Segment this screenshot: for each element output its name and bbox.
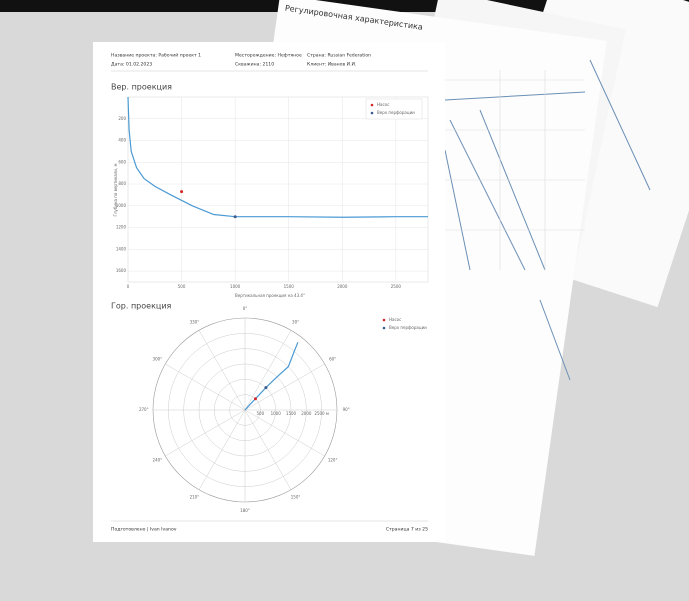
angle-label: 120° [328, 458, 338, 463]
legend-label: Насос [389, 317, 401, 322]
polar-spoke [165, 409, 246, 457]
legend-marker [370, 103, 374, 107]
chart-title: Гор. проекция [111, 302, 172, 311]
y-tick-label: 1000 [116, 203, 127, 208]
r-tick-label: 2000 [301, 411, 312, 416]
x-tick-label: 500 [178, 284, 186, 289]
angle-label: 180° [240, 508, 250, 513]
angle-label: 150° [291, 495, 301, 500]
legend-label: Верх перфорации [377, 110, 415, 115]
y-tick-label: 1200 [116, 225, 127, 230]
legend-marker [382, 318, 386, 322]
x-tick-label: 1500 [284, 284, 295, 289]
project: Название проекта: Рабочий проект 1 [111, 52, 201, 59]
y-tick-label: 1400 [116, 246, 127, 251]
y-tick-label: 200 [118, 116, 126, 121]
marker [264, 386, 268, 390]
legend-marker [382, 326, 386, 330]
date: Дата: 01.02.2023 [111, 62, 152, 68]
x-label: Вертикальная проекция на 43.4° [235, 293, 305, 298]
polar-spoke [244, 409, 292, 490]
polar-spoke [165, 363, 246, 411]
angle-label: 0° [243, 306, 248, 311]
x-tick-label: 2000 [337, 284, 348, 289]
prepared: Подготовлено | Ivan Ivanov [111, 527, 177, 533]
polar-spoke [198, 409, 246, 490]
country: Страна: Russian Federation [307, 53, 371, 59]
angle-label: 210° [190, 495, 200, 500]
marker [253, 397, 257, 401]
y-tick-label: 1600 [116, 268, 127, 273]
polar-spoke [244, 409, 325, 457]
polar-spoke [198, 330, 246, 411]
sheet [93, 42, 445, 542]
x-tick-label: 2500 [391, 284, 402, 289]
angle-label: 60° [329, 356, 336, 361]
polar-spoke [244, 363, 325, 411]
back-grid [445, 70, 585, 270]
chart-title: Вер. проекция [111, 83, 172, 92]
page-number: Страница 7 из 25 [386, 527, 428, 533]
back-curve [444, 59, 651, 381]
marker [180, 190, 184, 194]
angle-label: 270° [139, 407, 149, 412]
client: Клиент: Иванов И.И. [307, 62, 356, 68]
well: Скважина: 2110 [235, 62, 274, 68]
field: Месторождение: Нефтяное [235, 53, 302, 59]
angle-label: 300° [153, 356, 163, 361]
legend-label: Насос [377, 102, 389, 107]
angle-label: 330° [190, 319, 200, 324]
polar-spoke [244, 330, 292, 411]
r-tick-label: 500 [257, 411, 265, 416]
trajectory-line [244, 342, 299, 411]
r-tick-label: 1500 [286, 411, 297, 416]
trajectory-line [127, 96, 428, 218]
r-tick-label: 2500 м [314, 411, 328, 416]
y-tick-label: 800 [118, 181, 126, 186]
legend-box [365, 98, 423, 120]
x-tick-label: 0 [127, 284, 130, 289]
angle-label: 30° [292, 319, 299, 324]
y-tick-label: 600 [118, 159, 126, 164]
y-label: Глубина по вертикали, м [113, 164, 118, 217]
marker [233, 215, 237, 219]
r-tick-label: 1000 [271, 411, 282, 416]
x-tick-label: 1000 [230, 284, 241, 289]
angle-label: 90° [343, 407, 350, 412]
angle-label: 240° [153, 458, 163, 463]
legend-label: Верх перфорации [389, 325, 427, 330]
legend-marker [370, 111, 374, 115]
y-tick-label: 400 [118, 138, 126, 143]
